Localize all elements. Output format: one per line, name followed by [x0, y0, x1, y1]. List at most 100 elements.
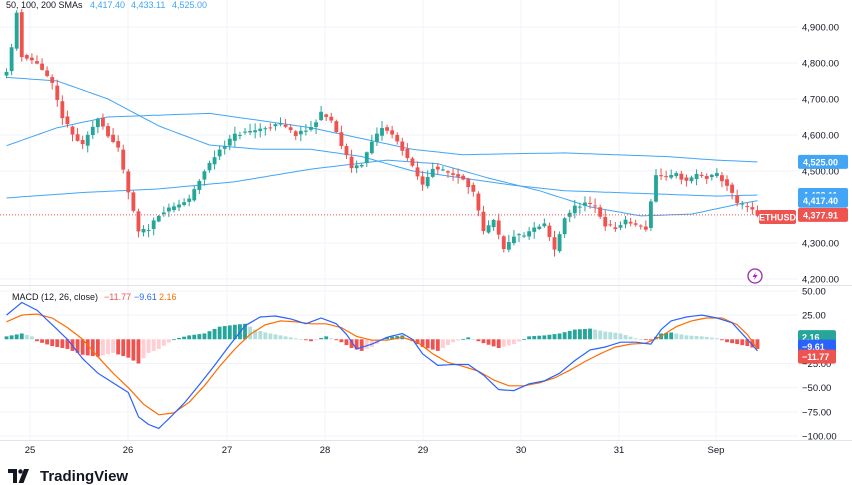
candle-body: [349, 156, 354, 169]
macd-tag-label: −9.61: [802, 342, 825, 352]
macd-histogram-bar: [359, 339, 364, 351]
candle-body: [222, 146, 227, 149]
price-pane[interactable]: 4,900.00 4,800.00 4,700.00 4,600.00 4,500.00…: [0, 0, 848, 285]
macd-histogram-bar: [638, 338, 643, 340]
time-axis[interactable]: 25 26 27 28 29 30 31 Sep: [25, 445, 725, 456]
candle-body: [689, 177, 694, 182]
candle-body: [481, 211, 486, 232]
candle-body: [288, 127, 293, 131]
candle-body: [182, 202, 187, 205]
time-tick-label: 25: [25, 445, 36, 456]
macd-histogram-bar: [562, 332, 567, 340]
candle-body: [669, 174, 674, 178]
macd-histogram-bar: [572, 329, 577, 340]
candle-body: [95, 118, 100, 128]
candle-body: [709, 174, 714, 178]
tradingview-branding[interactable]: TradingView: [8, 467, 128, 485]
tradingview-wordmark: TradingView: [40, 467, 129, 485]
macd-histogram-bar: [725, 339, 729, 343]
price-tag-label: 4,417.40: [803, 196, 838, 206]
macd-histogram-bar: [669, 332, 674, 340]
macd-histogram-bar: [268, 333, 273, 340]
candle-body: [55, 85, 60, 100]
candle-body: [156, 215, 161, 222]
candle-body: [65, 116, 70, 125]
candle-body: [517, 234, 521, 236]
macd-histogram-bar: [730, 339, 735, 344]
macd-histogram-bar: [202, 333, 207, 340]
candle-body: [243, 131, 247, 133]
candle-body: [141, 228, 146, 233]
macd-legend: MACD (12, 26, close) −11.77 −9.61 2.16: [12, 292, 177, 302]
price-axis[interactable]: 4,900.00 4,800.00 4,700.00 4,600.00 4,500.00…: [798, 22, 848, 285]
candle-body: [755, 210, 760, 216]
candle-body: [202, 171, 207, 180]
candle-body: [699, 174, 704, 176]
macd-histogram-bar: [329, 338, 334, 340]
macd-histogram-bar: [588, 328, 592, 340]
candle-body: [283, 124, 288, 127]
macd-histogram-bar: [567, 330, 572, 340]
macd-pane[interactable]: 50.0025.00−25.00−50.00−75.00−100.002.16−…: [0, 286, 837, 443]
macd-histogram-bar: [501, 339, 506, 347]
macd-histogram-bar: [735, 339, 740, 345]
macd-histogram-bar: [339, 339, 344, 343]
sma-50-value: 4,417.40: [90, 0, 125, 10]
macd-histogram-bar: [446, 339, 450, 346]
candle-body: [177, 204, 181, 208]
macd-histogram-bar: [55, 339, 60, 348]
price-tick-label: 4,800.00: [802, 58, 839, 69]
macd-histogram-bar: [50, 339, 55, 347]
candle-body: [714, 173, 719, 177]
candle-body: [268, 127, 273, 129]
candle-body: [344, 146, 349, 156]
macd-histogram-bar: [45, 339, 50, 345]
macd-histogram-bar: [101, 339, 105, 356]
candle-body: [166, 207, 171, 212]
symbol-tag-bg: [759, 210, 796, 224]
candle-body: [456, 174, 461, 177]
macd-axis[interactable]: 50.0025.00−25.00−50.00−75.00−100.002.16−…: [798, 286, 837, 443]
candle-body: [19, 12, 24, 58]
candle-body: [385, 127, 390, 131]
macd-histogram-bar: [354, 339, 359, 350]
macd-histogram-bar: [496, 339, 501, 348]
candle-body: [618, 225, 623, 228]
macd-tick-label: −75.00: [802, 407, 831, 418]
macd-histogram-bar: [506, 339, 511, 346]
macd-histogram-bar: [440, 339, 445, 348]
trading-chart[interactable]: 4,900.00 4,800.00 4,700.00 4,600.00 4,500.00…: [0, 0, 852, 462]
macd-histogram-bar: [65, 339, 70, 349]
candle-body: [440, 169, 445, 171]
macd-histogram-bar: [111, 339, 116, 353]
candle-body: [613, 227, 618, 230]
time-tick-label: 26: [123, 445, 134, 456]
candle-body: [50, 77, 55, 83]
candle-body: [303, 130, 308, 132]
candle-body: [197, 180, 202, 190]
macd-histogram-bar: [466, 337, 471, 340]
macd-histogram-bar: [714, 338, 719, 340]
candle-body: [446, 171, 450, 173]
macd-histogram-bar: [258, 331, 263, 340]
macd-histogram-bar: [435, 339, 440, 351]
macd-tag-label: −11.77: [802, 352, 829, 362]
macd-histogram-bar: [364, 339, 369, 349]
candle-body: [253, 130, 258, 133]
candle-body: [684, 177, 689, 181]
candle-body: [116, 141, 121, 148]
macd-histogram-bar: [283, 336, 288, 340]
last-price-tag-label: 4,377.91: [803, 210, 838, 220]
price-grid: [0, 0, 798, 285]
flash-icon[interactable]: [747, 268, 763, 284]
time-tick-label: 31: [614, 445, 625, 456]
candle-body: [405, 148, 410, 159]
macd-histogram-bar: [385, 337, 390, 340]
macd-histogram-bar: [344, 339, 349, 346]
candle-body: [187, 198, 192, 202]
macd-histogram-bar: [222, 326, 227, 340]
macd-histogram-bar: [141, 339, 146, 359]
macd-histogram-bar: [557, 333, 562, 340]
macd-histogram-bar: [547, 334, 552, 340]
candle-body: [131, 192, 136, 211]
